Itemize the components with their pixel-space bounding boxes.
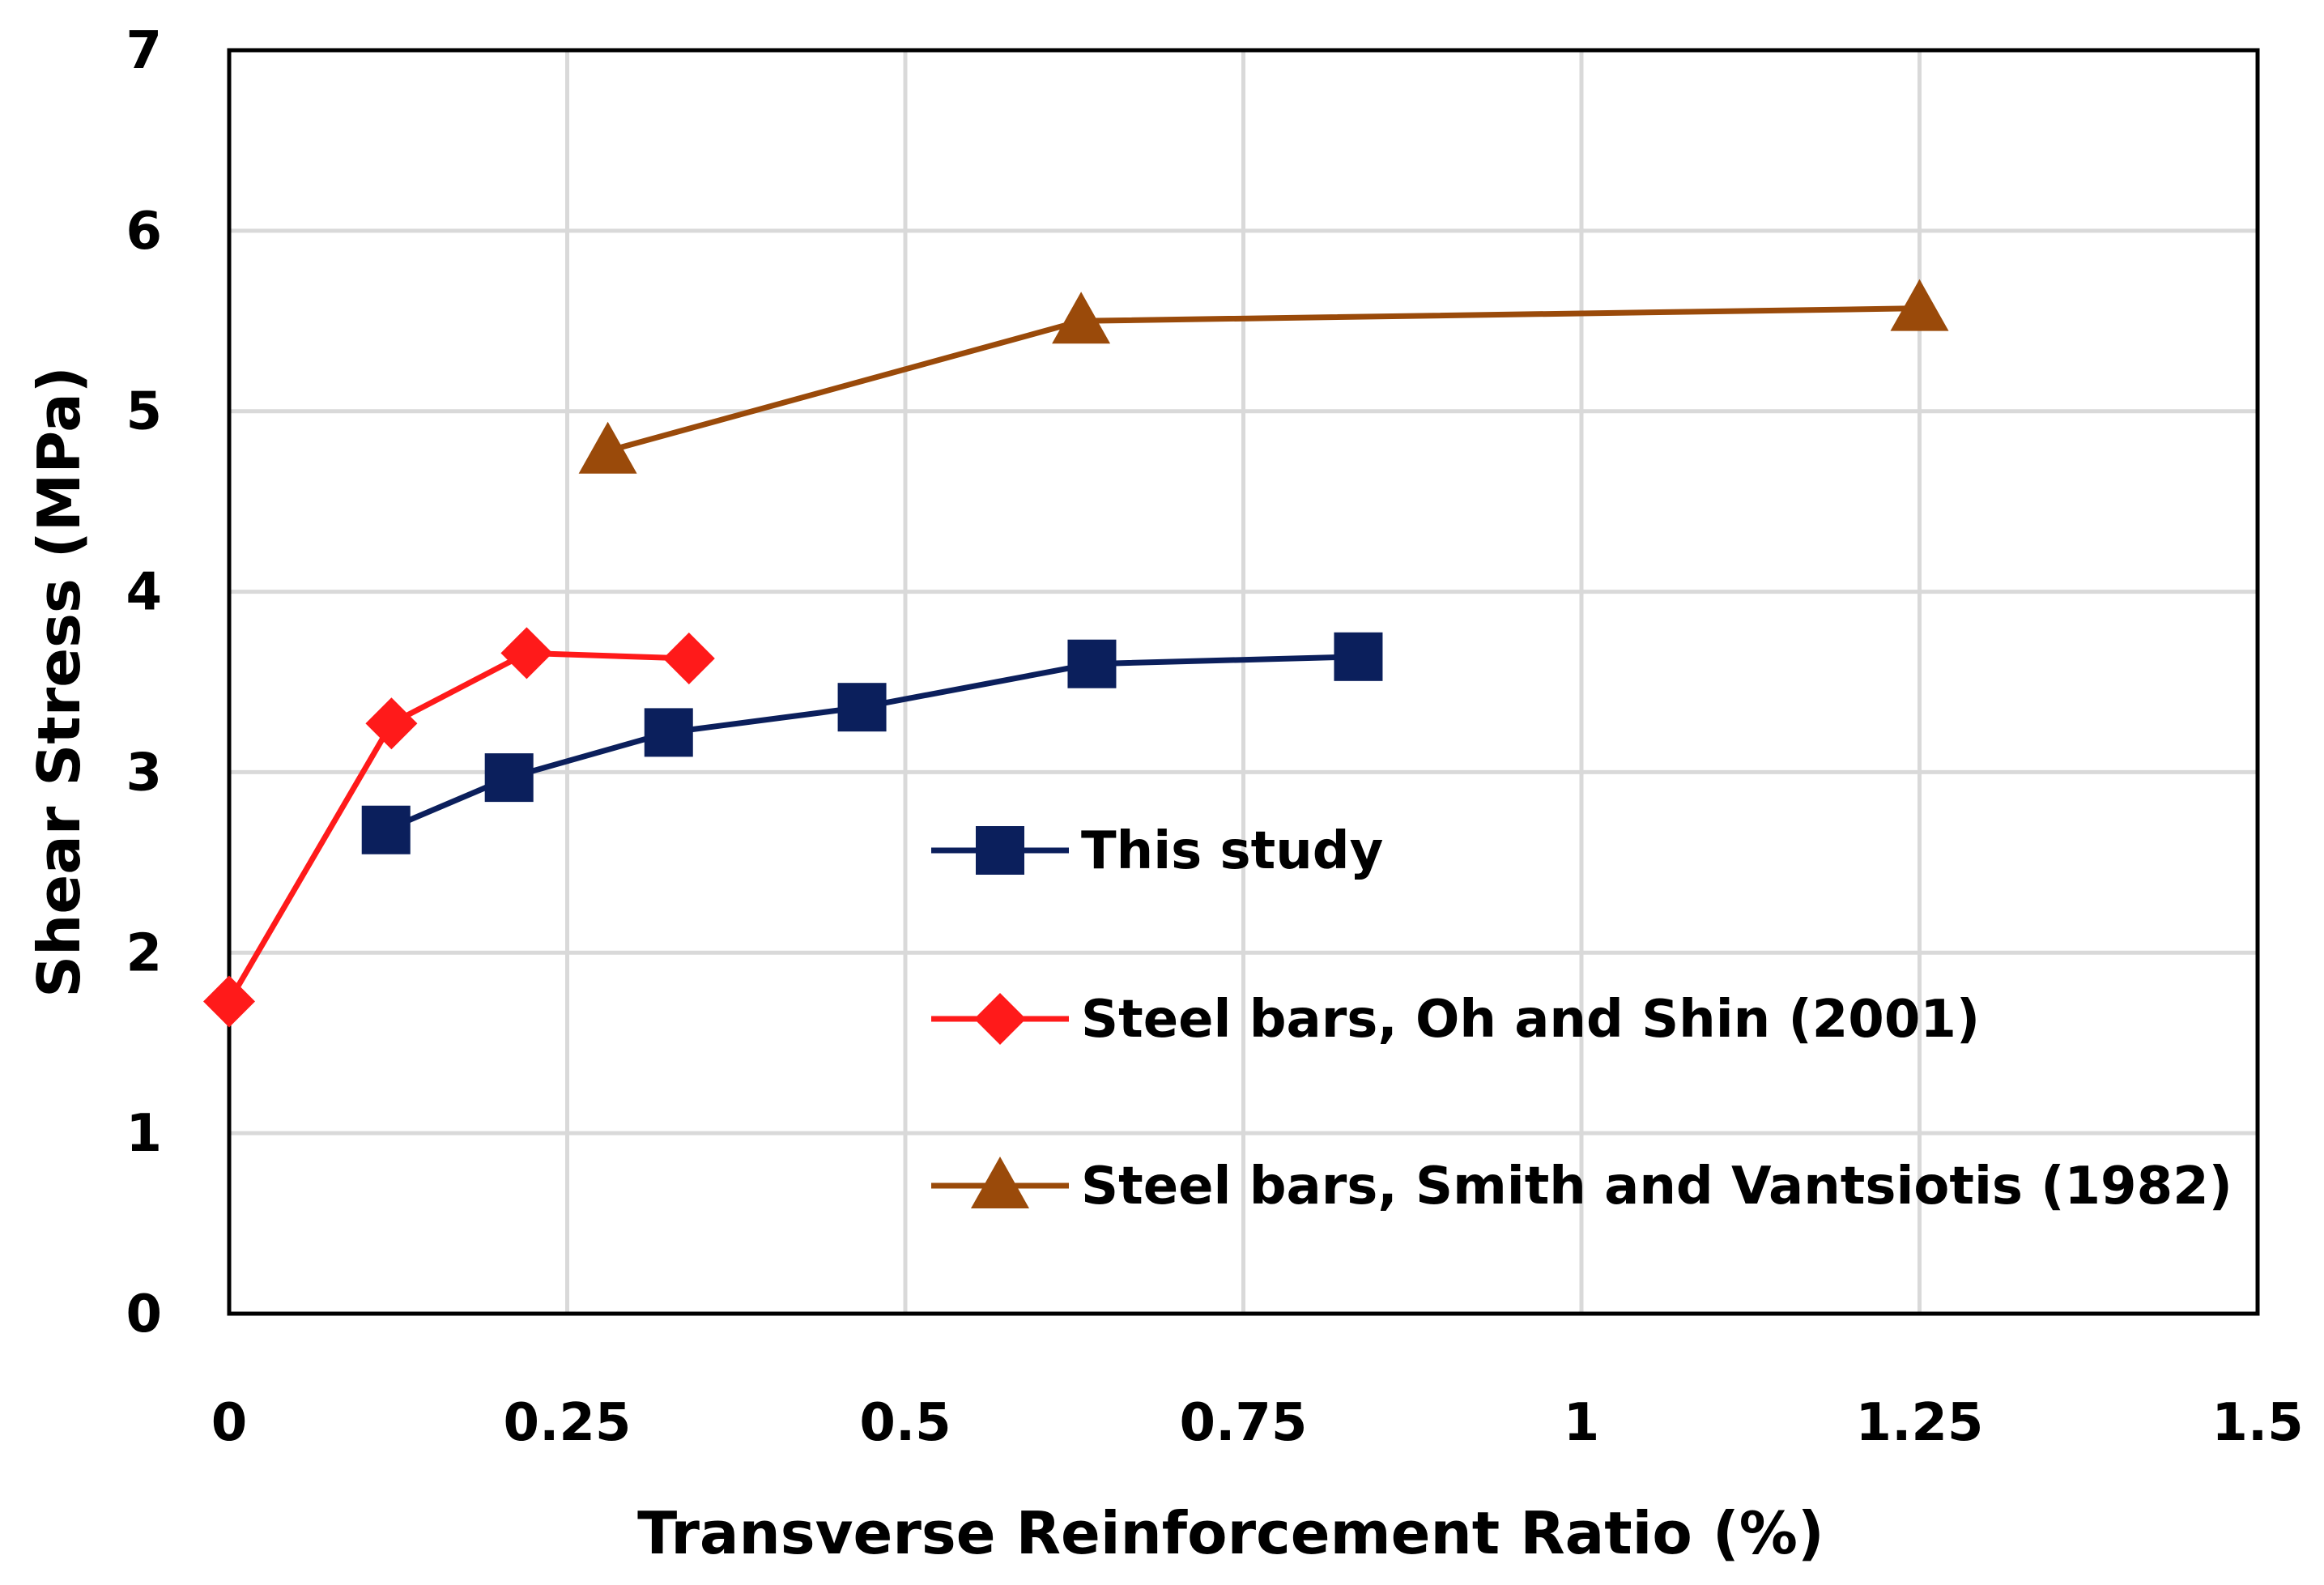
y-tick-label: 6 [126,202,162,262]
y-tick-label: 1 [126,1104,162,1164]
legend-marker [974,993,1026,1045]
x-axis-title: Transverse Reinforcement Ratio (%) [637,1499,1824,1567]
data-point-this-study [484,753,534,803]
series-line-this-study [385,654,1359,833]
data-point-this-study [644,708,693,757]
data-point-this-study [1334,632,1383,681]
data-point-steel-bars-oh-and-shin-2001 [500,627,553,680]
series-steel-bars-oh-and-shin-2001 [203,627,715,1028]
series-line-steel-bars-smith-and-vantsiotis-1982 [607,305,1920,454]
legend-label: Steel bars, Oh and Shin (2001) [1081,990,1980,1050]
legend-marker [976,826,1024,875]
gridlines [229,50,2258,1314]
y-tick-label: 3 [126,743,162,803]
x-tick-label: 0.75 [1180,1393,1308,1453]
series-steel-bars-smith-and-vantsiotis-1982 [578,279,1949,474]
y-tick-label: 4 [126,563,162,623]
y-tick-label: 2 [126,923,162,983]
legend-label: This study [1081,821,1383,881]
legend: This study Steel bars, Oh and Shin (2001)… [931,821,2232,1216]
y-tick-label: 7 [126,21,162,81]
legend-entry-this-study: This study [931,821,1383,881]
data-point-steel-bars-smith-and-vantsiotis-1982 [1890,279,1949,331]
x-tick-label: 0.5 [859,1393,951,1453]
tick-labels: 0 1 2 3 4 5 6 7 0 0.25 0.5 0.75 1 1.25 1.5 [126,21,2303,1453]
x-tick-label: 0.25 [504,1393,632,1453]
y-tick-label: 0 [126,1285,162,1344]
data-point-this-study [361,805,411,854]
data-point-this-study [1067,639,1117,688]
x-tick-label: 1.25 [1856,1393,1984,1453]
series-this-study [361,632,1383,854]
data-point-steel-bars-oh-and-shin-2001 [365,697,418,750]
data-point-steel-bars-smith-and-vantsiotis-1982 [1052,292,1111,344]
plot-area-border [227,48,2260,1316]
legend-entry-steel-bars-oh-and-shin-2001: Steel bars, Oh and Shin (2001) [931,990,1980,1050]
x-tick-label: 0 [211,1393,248,1453]
x-tick-label: 1.5 [2211,1393,2303,1453]
legend-entry-steel-bars-smith-and-vantsiotis-1982: Steel bars, Smith and Vantsiotis (1982) [931,1157,2232,1216]
data-point-steel-bars-oh-and-shin-2001 [203,975,255,1028]
data-point-this-study [837,683,887,732]
series-line-steel-bars-oh-and-shin-2001 [226,650,689,1003]
data-point-steel-bars-oh-and-shin-2001 [662,633,715,685]
y-tick-label: 5 [126,382,162,442]
data-point-steel-bars-smith-and-vantsiotis-1982 [578,421,637,474]
legend-marker [971,1157,1029,1208]
x-tick-label: 1 [1564,1393,1600,1453]
legend-label: Steel bars, Smith and Vantsiotis (1982) [1081,1157,2232,1216]
y-axis-title: Shear Stress (MPa) [25,366,93,997]
series-layer [203,279,1949,1028]
